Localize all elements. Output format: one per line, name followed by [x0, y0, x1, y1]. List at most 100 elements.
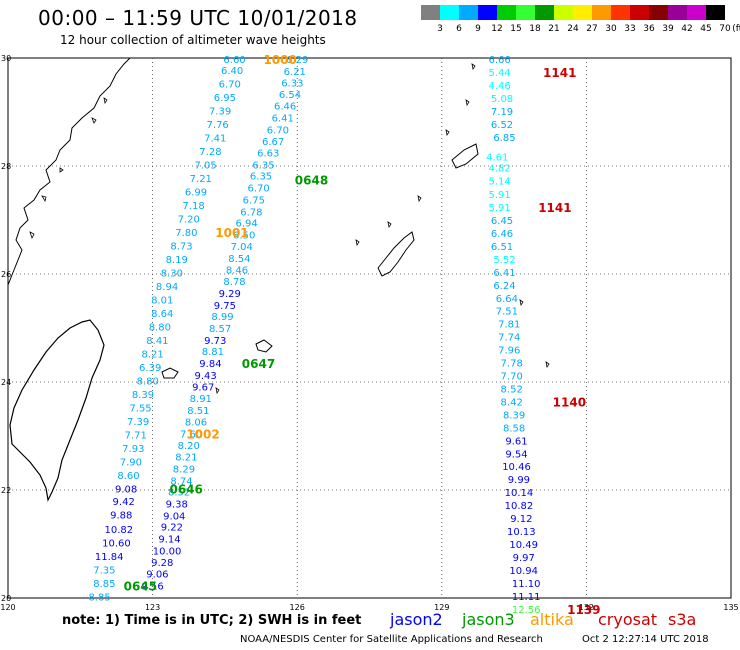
wave-height-value: 9.61: [505, 436, 527, 447]
wave-height-value: 8.51: [187, 406, 209, 417]
wave-height-value: 6.54: [279, 90, 301, 101]
wave-height-value: 8.29: [173, 464, 195, 475]
ishigaki-coastline: [161, 339, 273, 379]
wave-height-value: 7.90: [120, 457, 142, 468]
wave-height-value: 7.74: [498, 333, 520, 344]
wave-height-value: 9.38: [166, 500, 188, 511]
wave-height-value: 10.60: [102, 538, 131, 549]
credit-line: NOAA/NESDIS Center for Satellite Applica…: [240, 634, 543, 645]
wave-height-readings: 6.606.40 6.70 6.95 7.39 7.76 7.41 7.28 7.05 7.21…: [88, 55, 540, 616]
okinawa-coastline: [377, 231, 415, 277]
pass-time: 1139: [567, 603, 600, 617]
pass-time: 1000: [263, 53, 296, 67]
wave-height-value: 9.29: [219, 289, 241, 300]
legend-unit: (ft): [732, 24, 740, 34]
satellite-legend-item: jason2: [390, 610, 443, 629]
wave-height-value: 5.91: [489, 203, 511, 214]
wave-height-value: 6.50: [233, 231, 255, 242]
wave-height-value: 8.06: [185, 417, 207, 428]
pass-time: 1001: [215, 226, 248, 240]
small-islands: [215, 63, 550, 395]
legend-swatch: [554, 5, 573, 20]
units-note: note: 1) Time is in UTC; 2) SWH is in fe…: [62, 613, 362, 628]
wave-height-value: 4.82: [489, 164, 511, 175]
wave-height-value: 7.39: [209, 106, 231, 117]
wave-height-value: 7.20: [178, 214, 200, 225]
wave-height-value: 7.96: [498, 346, 520, 357]
pass-time: 1140: [553, 395, 586, 409]
legend-label: 30: [605, 24, 617, 34]
wave-height-value: 6.99: [185, 187, 207, 198]
wave-height-value: 8.74: [170, 476, 192, 487]
pass-time: 1141: [538, 201, 571, 215]
wave-height-value: 8.21: [141, 349, 163, 360]
legend-label: 3: [437, 24, 443, 34]
wave-height-value: 8.19: [166, 255, 188, 266]
wave-height-value: 7.93: [122, 444, 144, 455]
pass-time: 0645: [124, 580, 157, 594]
wave-height-value: 6.24: [493, 281, 515, 292]
wave-height-value: 9.06: [146, 570, 168, 581]
wave-height-value: 9.14: [158, 535, 180, 546]
wave-height-value: 6.46: [491, 229, 513, 240]
wave-height-value: 10.82: [505, 501, 534, 512]
wave-height-value: 8.52: [168, 488, 190, 499]
wave-height-value: 6.45: [491, 216, 513, 227]
legend-label: 33: [624, 24, 636, 34]
legend-swatch: [630, 5, 649, 20]
wave-height-value: 6.66: [489, 55, 511, 66]
wave-height-value: 8.41: [146, 336, 168, 347]
wave-height-value: 8.20: [178, 441, 200, 452]
wave-height-value: 6.63: [257, 149, 279, 160]
wave-height-value: 5.08: [491, 94, 513, 105]
lat-label: 24: [1, 378, 11, 387]
wave-height-value: 11.10: [512, 579, 541, 590]
wave-height-value: 10.94: [509, 566, 538, 577]
wave-height-value: 8.39: [132, 390, 154, 401]
wave-height-value: 5.44: [489, 68, 511, 79]
wave-height-value: 7.80: [175, 228, 197, 239]
legend-label: 39: [662, 24, 674, 34]
wave-height-value: 6.70: [267, 125, 289, 136]
wave-height-value: 7.51: [496, 307, 518, 318]
wave-height-value: 8.85: [93, 579, 115, 590]
pass-time: 0646: [169, 482, 202, 496]
wave-height-value: 9.99: [508, 475, 530, 486]
wave-height-value: 9.28: [151, 558, 173, 569]
wave-height-value: 6.35: [250, 172, 272, 183]
taiwan-coastline: [9, 319, 105, 502]
wave-height-value: 5.14: [489, 177, 511, 188]
wave-height-value: 9.22: [161, 523, 183, 534]
wave-height-value: 8.78: [223, 277, 245, 288]
wave-height-value: 8.46: [226, 266, 248, 277]
wave-height-value: 7.18: [182, 201, 204, 212]
wave-height-value: 6.41: [272, 113, 294, 124]
wave-height-value: 7.19: [491, 107, 513, 118]
map-subtitle: 12 hour collection of altimeter wave hei…: [60, 33, 326, 47]
wave-height-value: 5.52: [493, 255, 515, 266]
wave-height-value: 8.54: [228, 254, 250, 265]
wave-height-value: 4.61: [486, 152, 508, 163]
wave-height-value: 6.94: [235, 219, 257, 230]
legend-label: 6: [456, 24, 462, 34]
wave-height-value: 8.52: [501, 384, 523, 395]
wave-height-value: 7.21: [190, 174, 212, 185]
lat-label: 20: [1, 594, 11, 603]
lon-label: 123: [145, 603, 160, 612]
legend-swatch: [459, 5, 478, 20]
wave-height-value: 7.76: [207, 120, 229, 131]
legend-label: 21: [548, 24, 560, 34]
wave-height-value: 10.82: [105, 525, 134, 536]
wave-height-value: 7.60: [180, 429, 202, 440]
wave-height-value: 8.21: [175, 453, 197, 464]
wave-height-value: 10.46: [502, 462, 531, 473]
legend-swatch: [573, 5, 592, 20]
wave-height-value: 6.70: [219, 79, 241, 90]
wave-height-value: 9.04: [163, 511, 185, 522]
wave-height-value: 8.60: [117, 471, 139, 482]
lat-label: 30: [1, 54, 11, 63]
wave-height-value: 6.95: [214, 93, 236, 104]
wave-height-value: 9.75: [214, 301, 236, 312]
wave-height-value: 4.46: [489, 81, 511, 92]
